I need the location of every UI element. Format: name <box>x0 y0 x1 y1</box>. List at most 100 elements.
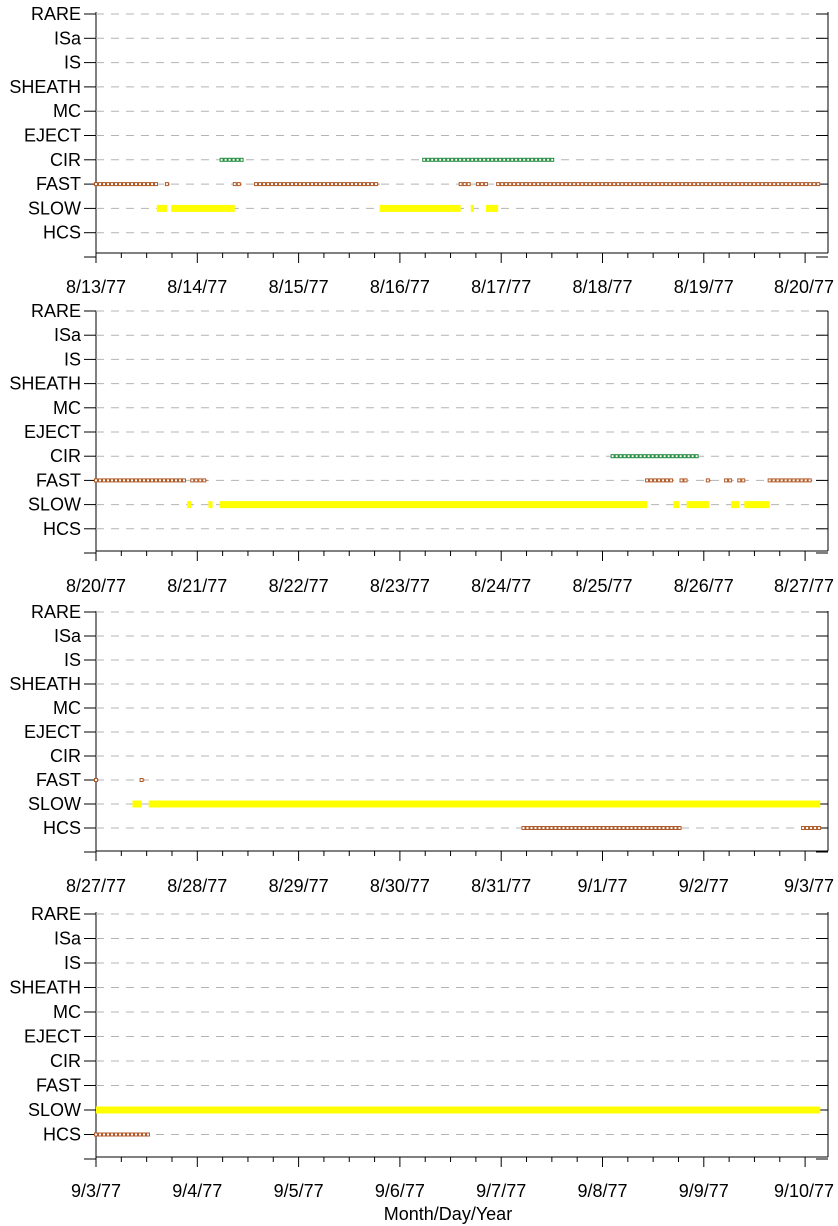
series-fast-mark <box>258 182 263 187</box>
series-fast-mark <box>512 182 517 187</box>
series-fast-mark <box>564 182 569 187</box>
series-fast-mark <box>696 182 701 187</box>
series-fast-mark <box>139 778 144 782</box>
series-fast-mark <box>560 182 565 187</box>
series-slow-bar <box>219 501 648 509</box>
series-fast-mark <box>628 182 633 187</box>
series-hcs-mark <box>809 826 814 830</box>
x-tick-label: 8/25/77 <box>572 576 632 596</box>
x-tick-label: 8/14/77 <box>167 277 227 297</box>
series-fast-mark <box>792 182 797 187</box>
series-fast-mark <box>572 182 577 187</box>
y-tick-label: ISa <box>54 626 82 646</box>
series-hcs-mark <box>102 1132 106 1137</box>
series-cir-mark <box>622 454 627 459</box>
series-fast-mark <box>524 182 529 187</box>
series-cir-mark <box>510 157 515 162</box>
series-hcs-mark <box>118 1132 122 1137</box>
series-cir-mark <box>426 157 431 162</box>
series-cir-mark <box>546 157 551 162</box>
series-hcs-mark <box>621 826 626 830</box>
series-fast-mark <box>644 182 649 187</box>
series-fast-mark <box>520 182 525 187</box>
series-cir-mark <box>542 157 547 162</box>
series-fast-mark <box>146 182 150 187</box>
series-cir-mark <box>474 157 479 162</box>
series-fast-mark <box>756 182 761 187</box>
series-fast-mark <box>274 182 279 187</box>
series-cir-mark <box>634 454 639 459</box>
series-fast-mark <box>771 478 776 483</box>
series-fast-mark <box>122 478 126 483</box>
series-fast-mark <box>767 478 772 483</box>
series-fast-mark <box>475 182 480 187</box>
series-fast-mark <box>126 478 130 483</box>
series-slow-bar <box>673 501 680 509</box>
series-fast-mark <box>150 478 154 483</box>
y-tick-label: HCS <box>43 818 81 838</box>
series-hcs-mark <box>669 826 674 830</box>
series-hcs-mark <box>805 826 810 830</box>
series-fast-mark <box>787 478 792 483</box>
series-hcs-mark <box>593 826 598 830</box>
series-cir-mark <box>646 454 651 459</box>
series-fast-mark <box>800 182 805 187</box>
series-fast-mark <box>596 182 601 187</box>
x-tick-label: 9/8/77 <box>577 1181 627 1201</box>
series-hcs-mark <box>545 826 550 830</box>
series-fast-mark <box>656 182 661 187</box>
series-hcs-mark <box>649 826 654 830</box>
y-tick-label: MC <box>53 1002 81 1022</box>
x-tick-label: 8/30/77 <box>370 876 430 896</box>
x-tick-label: 8/24/77 <box>471 576 531 596</box>
x-tick-label: 8/23/77 <box>370 576 430 596</box>
y-tick-label: EJECT <box>24 722 81 742</box>
series-fast-mark <box>314 182 319 187</box>
series-fast-mark <box>592 182 597 187</box>
series-hcs-mark <box>122 1132 126 1137</box>
series-fast-mark <box>652 182 657 187</box>
series-fast-mark <box>254 182 259 187</box>
y-tick-label: HCS <box>43 223 81 243</box>
series-fast-mark <box>665 478 670 483</box>
series-fast-mark <box>728 182 733 187</box>
series-fast-mark <box>772 182 777 187</box>
series-fast-mark <box>803 478 808 483</box>
series-hcs-mark <box>529 826 534 830</box>
series-hcs-mark <box>589 826 594 830</box>
series-hcs-mark <box>637 826 642 830</box>
series-cir-mark <box>514 157 519 162</box>
series-cir-mark <box>662 454 667 459</box>
series-fast-mark <box>620 182 625 187</box>
series-fast-mark <box>500 182 505 187</box>
series-fast-mark <box>816 182 821 187</box>
y-tick-label: SLOW <box>28 1100 81 1120</box>
series-fast-mark <box>692 182 697 187</box>
series-fast-mark <box>516 182 521 187</box>
series-hcs-mark <box>569 826 574 830</box>
series-cir-mark <box>494 157 499 162</box>
series-hcs-mark <box>661 826 666 830</box>
series-slow-bar <box>132 800 142 808</box>
y-tick-label: SLOW <box>28 198 81 218</box>
series-fast-mark <box>552 182 557 187</box>
series-cir-mark <box>223 157 228 162</box>
series-fast-mark <box>716 182 721 187</box>
series-fast-mark <box>158 478 162 483</box>
panel-3: RARE ISa IS SHEATH MC EJECT CIR FAST SLOW HCS 8/27… <box>9 602 834 896</box>
series-fast-mark <box>342 182 347 187</box>
series-hcs-mark <box>553 826 558 830</box>
series-fast-mark <box>298 182 303 187</box>
series-fast-mark <box>194 478 199 483</box>
series-fast-mark <box>164 182 169 187</box>
x-tick-label: 9/1/77 <box>577 876 627 896</box>
series-fast-mark <box>266 182 271 187</box>
series-fast-mark <box>134 182 138 187</box>
series-fast-mark <box>636 182 641 187</box>
x-tick-label: 8/13/77 <box>66 277 126 297</box>
series-fast-mark <box>608 182 613 187</box>
y-tick-label: SHEATH <box>9 978 81 998</box>
series-hcs-mark <box>665 826 670 830</box>
y-tick-label: HCS <box>43 519 81 539</box>
